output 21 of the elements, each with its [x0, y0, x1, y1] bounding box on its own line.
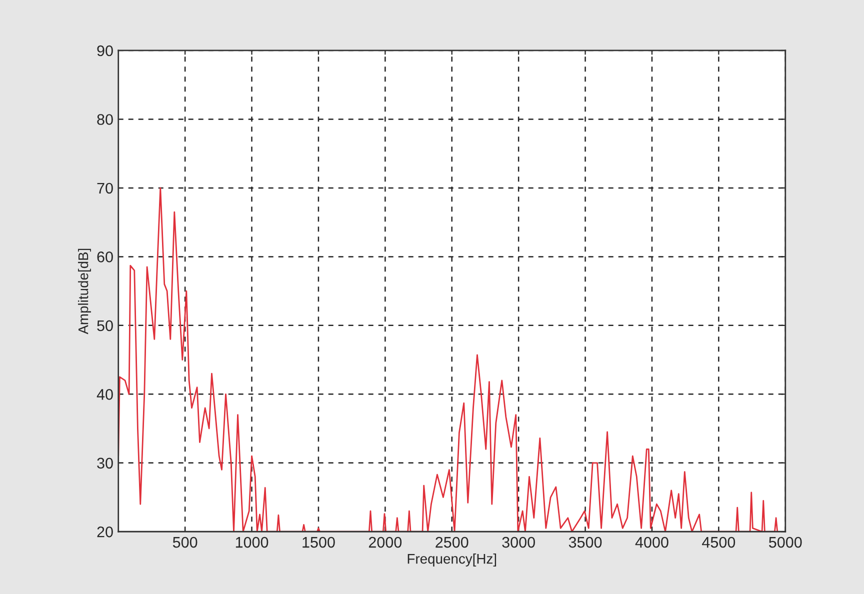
y-tick-label: 30 — [97, 458, 113, 469]
x-tick-label: 3500 — [568, 536, 602, 548]
y-tick-label: 60 — [97, 252, 113, 262]
x-axis-title: Frequency[Hz] — [408, 554, 496, 566]
x-tick-label: 1500 — [302, 536, 335, 548]
y-tick-label: 80 — [97, 114, 113, 125]
x-tick-label: 2500 — [436, 536, 468, 548]
x-tick-label: 4000 — [635, 536, 668, 548]
y-tick-label: 70 — [97, 182, 113, 194]
x-tick-label: 5000 — [768, 536, 802, 548]
line-series — [118, 187, 778, 532]
x-tick-label: 2000 — [368, 536, 402, 548]
y-axis-title: Amplitude[dB] — [78, 248, 91, 334]
y-tick-label: 40 — [96, 389, 113, 400]
y-tick-label: 20 — [97, 526, 113, 538]
x-tick-label: 500 — [172, 536, 198, 548]
x-tick-label: 3000 — [502, 536, 535, 548]
y-tick-label: 50 — [97, 320, 113, 332]
x-tick-label: 4500 — [702, 536, 736, 548]
y-tick-label: 90 — [97, 45, 113, 56]
x-tick-label: 1000 — [236, 536, 268, 548]
